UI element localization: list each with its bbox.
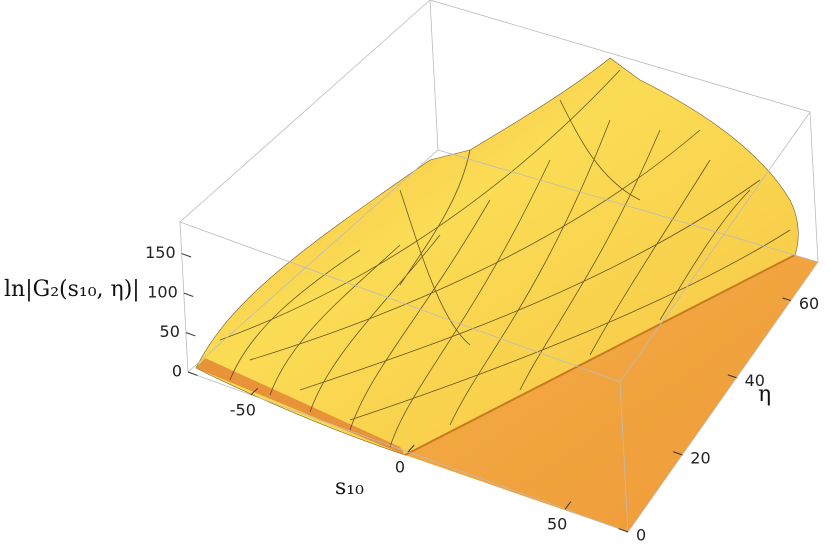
x-tick-label: 50 bbox=[547, 515, 567, 534]
y-tick bbox=[673, 451, 683, 456]
x-axis-title: s₁₀ bbox=[335, 475, 364, 500]
y-tick bbox=[618, 528, 629, 533]
surface-flat bbox=[405, 255, 818, 532]
z-tick-label: 50 bbox=[160, 322, 180, 341]
axes: -50 0 50 0 20 40 60 0 50 100 150 bbox=[145, 0, 819, 545]
surface-edge bbox=[196, 358, 405, 455]
x-tick-label: 0 bbox=[395, 458, 405, 477]
z-tick bbox=[181, 253, 192, 258]
box-edge bbox=[179, 221, 189, 373]
y-tick-label: 0 bbox=[636, 526, 646, 545]
surface bbox=[195, 57, 818, 532]
box-edge bbox=[809, 111, 819, 263]
x-tick-label: -50 bbox=[230, 400, 256, 419]
z-tick bbox=[183, 292, 194, 297]
box-edge bbox=[429, 0, 439, 151]
box-edge bbox=[619, 381, 629, 533]
y-tick-label: 40 bbox=[745, 371, 765, 390]
y-tick bbox=[782, 297, 792, 302]
y-tick-label: 60 bbox=[799, 294, 819, 313]
surface-mesh bbox=[219, 69, 791, 448]
y-axis-title: η bbox=[758, 382, 771, 407]
z-tick-label: 0 bbox=[172, 362, 182, 381]
x-tick bbox=[564, 501, 572, 510]
surface-ridge bbox=[404, 254, 796, 456]
z-tick-label: 100 bbox=[147, 283, 178, 302]
x-tick bbox=[250, 387, 259, 396]
z-tick-label: 150 bbox=[145, 243, 176, 262]
y-tick bbox=[727, 374, 737, 379]
x-tick bbox=[407, 444, 415, 453]
z-tick bbox=[185, 332, 196, 337]
z-axis-title: ln|G₂(s₁₀, η)| bbox=[4, 277, 140, 302]
y-tick-label: 20 bbox=[690, 448, 710, 467]
z-tick bbox=[187, 371, 198, 376]
